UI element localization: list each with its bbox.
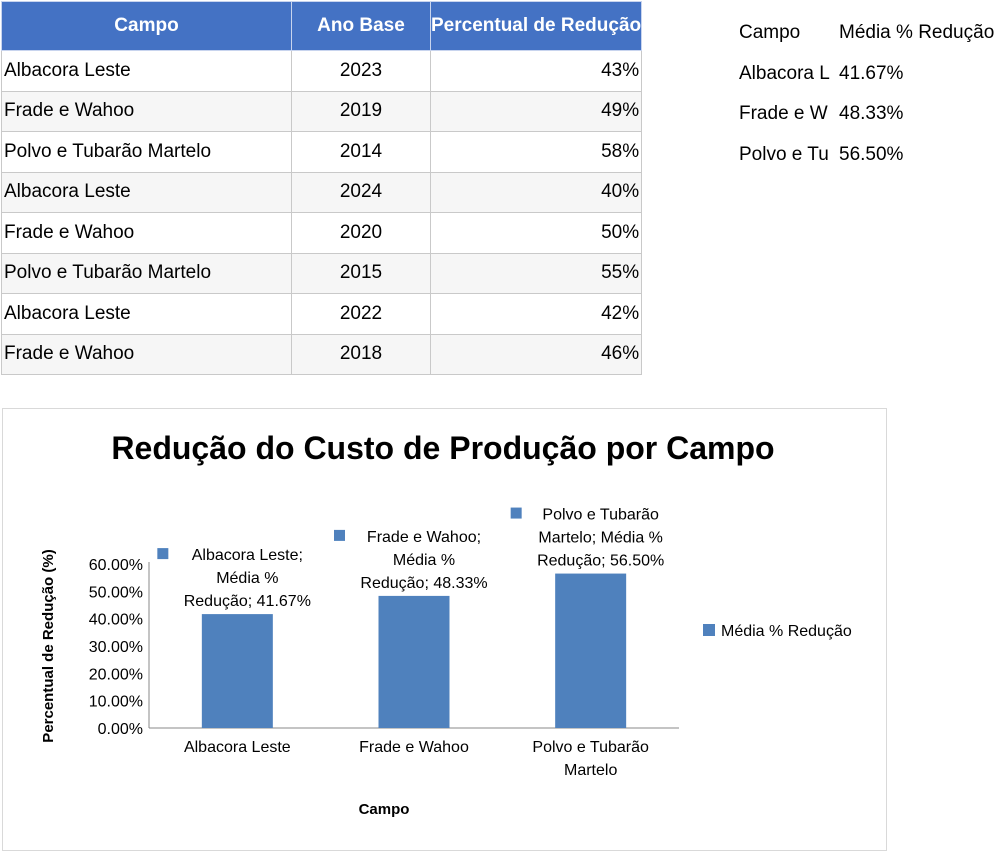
data-label: Redução; 56.50% <box>537 553 664 570</box>
data-label-marker <box>510 507 522 519</box>
x-axis-title: Campo <box>359 801 410 818</box>
x-tick-label: Albacora Leste <box>184 739 291 756</box>
table-cell[interactable]: 2018 <box>291 333 431 375</box>
chart: Redução do Custo de Produção por Campo 0.… <box>2 408 887 851</box>
table-row: Polvo e Tubarão Martelo 2014 58% <box>1 131 643 173</box>
data-label: Polvo e Tubarão <box>542 507 659 524</box>
table-cell[interactable]: 46% <box>429 333 643 375</box>
table-cell[interactable]: Polvo e Tubarão Martelo <box>1 252 292 294</box>
y-tick-label: 0.00% <box>98 721 143 738</box>
summary-cell: Albacora L <box>739 62 830 84</box>
y-tick-label: 40.00% <box>89 612 143 629</box>
table-row: Frade e Wahoo 2018 46% <box>1 333 643 375</box>
chart-title: Redução do Custo de Produção por Campo <box>111 430 774 466</box>
summary-row: Polvo e Tu 56.50% <box>739 144 994 185</box>
table-cell[interactable]: Albacora Leste <box>1 293 292 335</box>
bar-chart-svg: Redução do Custo de Produção por Campo 0.… <box>40 430 852 818</box>
x-tick-label: Polvo e Tubarão Martelo <box>532 739 649 779</box>
table-cell[interactable]: Frade e Wahoo <box>1 90 292 132</box>
data-label: Média % <box>216 570 278 587</box>
bar <box>378 595 450 728</box>
legend-label: Média % Redução <box>721 623 852 640</box>
table-cell[interactable]: 2024 <box>291 171 431 213</box>
summary-cell: 48.33% <box>839 103 904 124</box>
table-cell[interactable]: 2023 <box>291 50 431 92</box>
table-cell[interactable]: 2019 <box>291 90 431 132</box>
table-cell[interactable]: 40% <box>429 171 643 213</box>
summary-header: Campo Média % Redução <box>739 22 994 63</box>
table-cell[interactable]: 2014 <box>291 131 431 173</box>
table-cell[interactable]: 55% <box>429 252 643 294</box>
table-row: Frade e Wahoo 2020 50% <box>1 212 643 254</box>
table-cell[interactable]: 2020 <box>291 212 431 254</box>
data-label: Redução; 41.67% <box>184 593 311 610</box>
column-header[interactable]: Percentual de Redução <box>429 1 643 51</box>
summary-cell: 41.67% <box>839 62 904 84</box>
table-cell[interactable]: Frade e Wahoo <box>1 333 292 375</box>
table-row: Albacora Leste 2022 42% <box>1 293 643 335</box>
column-header[interactable]: Ano Base <box>291 1 431 51</box>
bar <box>201 614 273 728</box>
table-cell[interactable]: 2022 <box>291 293 431 335</box>
y-axis-title: Percentual de Redução (%) <box>40 549 57 742</box>
table-cell[interactable]: Polvo e Tubarão Martelo <box>1 131 292 173</box>
table-cell[interactable]: Frade e Wahoo <box>1 212 292 254</box>
table-cell[interactable]: 58% <box>429 131 643 173</box>
table-cell[interactable]: Albacora Leste <box>1 171 292 213</box>
table-row: Polvo e Tubarão Martelo 2015 55% <box>1 252 643 294</box>
data-label: Albacora Leste; <box>192 547 303 564</box>
table-cell[interactable]: Albacora Leste <box>1 50 292 92</box>
table-cell[interactable]: 2015 <box>291 252 431 294</box>
y-tick-label: 50.00% <box>89 584 143 601</box>
table-cell[interactable]: 49% <box>429 90 643 132</box>
legend-marker <box>703 624 715 636</box>
bar <box>555 573 627 728</box>
table-row: Albacora Leste 2024 40% <box>1 171 643 213</box>
summary-table: Campo Média % Redução Albacora L 41.67% Frad… <box>739 22 994 184</box>
column-header[interactable]: Campo <box>1 1 292 51</box>
data-label: Redução; 48.33% <box>360 575 487 592</box>
data-label-marker <box>334 529 345 541</box>
table-row: Albacora Leste 2023 43% <box>1 50 643 92</box>
data-table: Campo Ano Base Percentual de Redução Albac… <box>1 1 643 375</box>
table-cell[interactable]: 43% <box>429 50 643 92</box>
y-tick-label: 20.00% <box>89 666 143 683</box>
summary-cell: 56.50% <box>839 143 904 165</box>
table-cell[interactable]: 50% <box>429 212 643 254</box>
header-row: Campo Ano Base Percentual de Redução <box>1 1 643 51</box>
y-tick-label: 10.00% <box>89 694 143 711</box>
y-tick-label: 30.00% <box>89 639 143 656</box>
data-label: Martelo; Média % <box>538 530 663 547</box>
data-label: Média % <box>393 552 455 569</box>
data-label-marker <box>157 548 169 560</box>
summary-row: Frade e W 48.33% <box>739 103 994 144</box>
data-label: Frade e Wahoo; <box>367 529 481 546</box>
x-tick-label: Frade e Wahoo <box>359 739 469 756</box>
summary-header-cell: Média % Redução <box>839 22 995 43</box>
y-tick-label: 60.00% <box>89 557 143 574</box>
summary-row: Albacora L 41.67% <box>739 63 994 104</box>
table-cell[interactable]: 42% <box>429 293 643 335</box>
summary-cell: Frade e W <box>739 103 828 124</box>
summary-header-cell: Campo <box>739 22 801 43</box>
table-body: Albacora Leste 2023 43% Frade e Wahoo 2019 49… <box>1 50 643 375</box>
table-row: Frade e Wahoo 2019 49% <box>1 90 643 132</box>
summary-cell: Polvo e Tu <box>739 143 829 165</box>
